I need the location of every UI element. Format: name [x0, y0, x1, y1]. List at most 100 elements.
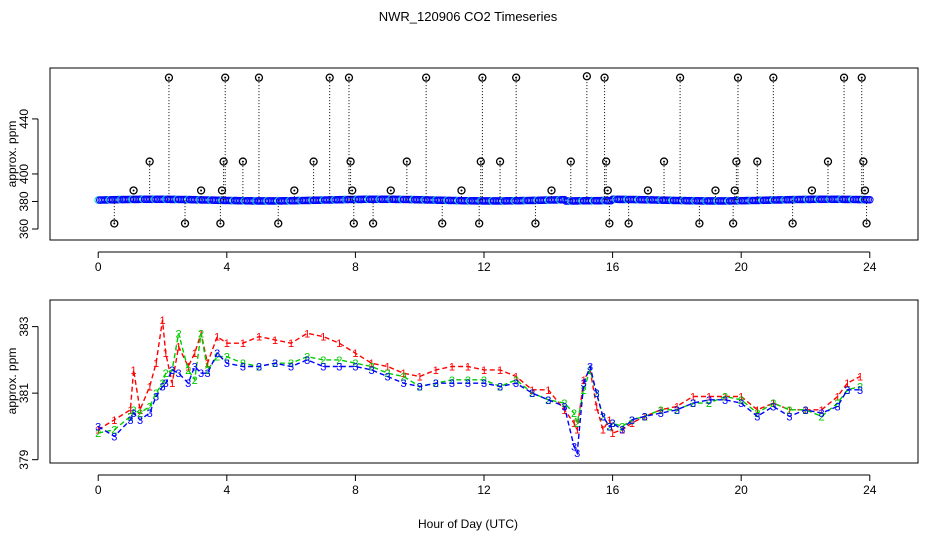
series-marker-2: 2 [581, 385, 587, 397]
y-tick-label-top-400: 400 [17, 164, 31, 184]
series-marker-3: 3 [198, 368, 204, 380]
series-marker-3: 3 [169, 365, 175, 377]
series-marker-3: 3 [835, 401, 841, 413]
series-marker-1: 1 [581, 375, 587, 387]
series-marker-2: 2 [561, 398, 567, 410]
top-spike-point-center [843, 76, 846, 79]
series-marker-1: 1 [619, 425, 625, 437]
top-spike-point [219, 157, 228, 166]
series-marker-3: 3 [629, 415, 635, 427]
series-marker-2: 2 [169, 365, 175, 377]
series-marker-2: 2 [111, 425, 117, 437]
series-marker-1: 1 [204, 358, 210, 370]
series-marker-1: 1 [593, 401, 599, 413]
top-spike-point [807, 186, 817, 195]
top-spike-point-center [277, 222, 280, 225]
series-marker-3: 3 [658, 408, 664, 420]
top-spike-point-center [608, 222, 611, 225]
series-marker-3: 3 [214, 348, 220, 360]
series-marker-3: 3 [465, 378, 471, 390]
top-spike-point [495, 157, 505, 166]
series-marker-2: 2 [706, 398, 712, 410]
series-marker-1: 1 [401, 368, 407, 380]
x-tick-label-top-24: 24 [863, 260, 877, 274]
x-tick-label-top-12: 12 [477, 260, 491, 274]
top-spike-point-center [351, 189, 354, 192]
top-spike-point [862, 219, 871, 228]
series-marker-2: 2 [545, 395, 551, 407]
top-spike-point [348, 186, 357, 195]
top-spike-point [386, 186, 395, 195]
top-spike-point-center [606, 189, 609, 192]
top-spike-point-center [663, 160, 666, 163]
series-marker-1: 1 [304, 328, 310, 340]
series-marker-3: 3 [706, 395, 712, 407]
series-marker-3: 3 [642, 411, 648, 423]
series-marker-3: 3 [320, 362, 326, 374]
series-marker-1: 1 [159, 315, 165, 327]
top-spike-point [566, 157, 575, 166]
top-data-marks [94, 72, 874, 228]
series-marker-3: 3 [449, 378, 455, 390]
top-spike-point-center [736, 76, 739, 79]
top-spike-point-center [148, 160, 151, 163]
series-marker-3: 3 [111, 431, 117, 443]
series-marker-1: 1 [111, 415, 117, 427]
top-spike-point-center [479, 160, 482, 163]
series-line-1 [97, 319, 861, 435]
series-marker-2: 2 [674, 405, 680, 417]
top-spike-point [859, 157, 868, 166]
x-tick-label-bottom-8: 8 [352, 483, 359, 497]
top-spike-point [711, 186, 720, 195]
top-spike-point [110, 219, 119, 228]
y-tick-label-bottom-383: 383 [17, 316, 31, 336]
series-marker-1: 1 [95, 425, 101, 437]
series-marker-3: 3 [127, 415, 133, 427]
series-marker-2: 2 [185, 365, 191, 377]
top-spike-point-center [460, 189, 463, 192]
series-marker-3: 3 [587, 362, 593, 374]
series-marker-1: 1 [127, 405, 133, 417]
series-marker-2: 2 [288, 358, 294, 370]
top-axes: 0 4 8 12 16 20 24 360 380 400 440 [17, 109, 877, 274]
series-marker-2: 2 [481, 375, 487, 387]
bottom-y-axis-label: approx. ppm [5, 348, 19, 415]
series-marker-1: 1 [754, 405, 760, 417]
top-plot-frame [49, 67, 919, 241]
top-spike-point-center [860, 76, 863, 79]
series-marker-2: 2 [770, 398, 776, 410]
series-marker-3: 3 [336, 362, 342, 374]
top-spike-point-center [733, 189, 736, 192]
series-marker-1: 1 [561, 405, 567, 417]
top-spike-point-center [113, 222, 116, 225]
top-spike-point-center [679, 76, 682, 79]
top-spike-point-center [257, 76, 260, 79]
top-spike-point [643, 186, 653, 195]
top-spike-point-center [347, 76, 350, 79]
series-marker-1: 1 [336, 338, 342, 350]
top-spike-point [788, 219, 797, 228]
top-spike-point [659, 157, 669, 166]
series-marker-1: 1 [288, 338, 294, 350]
series-marker-2: 2 [610, 418, 616, 430]
series-marker-2: 2 [819, 411, 825, 423]
top-spike-point-center [481, 76, 484, 79]
top-spike-point [129, 186, 138, 195]
series-marker-1: 1 [385, 362, 391, 374]
top-panel-timeseries: 0 4 8 12 16 20 24 360 380 400 440 approx. ppm [5, 67, 919, 274]
top-spike-point-center [349, 160, 352, 163]
top-spike-point-center [389, 189, 392, 192]
series-marker-2: 2 [224, 352, 230, 364]
top-spike-point [344, 73, 354, 82]
series-marker-3: 3 [433, 378, 439, 390]
series-marker-1: 1 [706, 392, 712, 404]
top-spike-point-center [352, 222, 355, 225]
series-marker-3: 3 [95, 421, 101, 433]
x-tick-label-bottom-4: 4 [223, 483, 230, 497]
series-marker-2: 2 [127, 411, 133, 423]
series-marker-3: 3 [481, 378, 487, 390]
series-marker-2: 2 [449, 375, 455, 387]
series-marker-3: 3 [513, 378, 519, 390]
